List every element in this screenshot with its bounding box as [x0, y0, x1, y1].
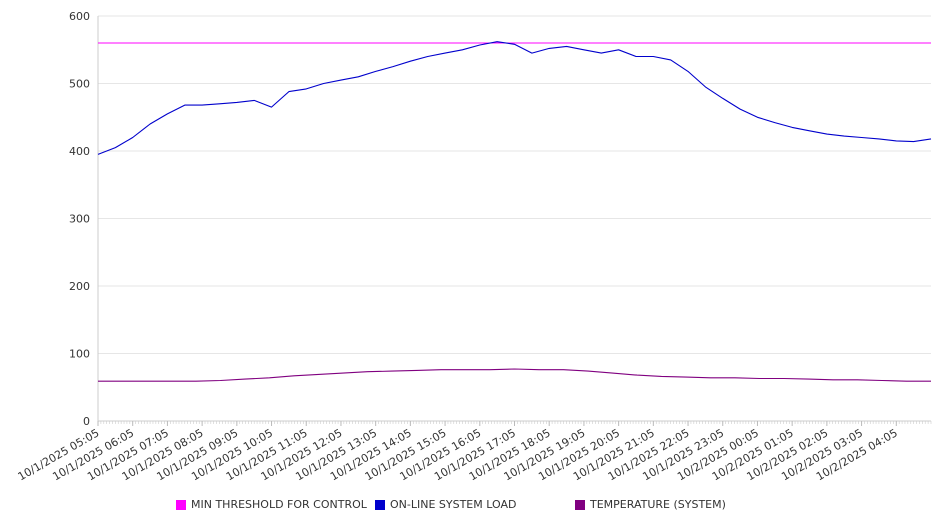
y-tick-label: 400: [69, 145, 90, 158]
legend-item-threshold: MIN THRESHOLD FOR CONTROL: [176, 498, 367, 511]
legend-label-temperature: TEMPERATURE (SYSTEM): [590, 498, 726, 511]
y-axis: 0 100 200 300 400 500 600: [69, 10, 99, 428]
gridlines: [98, 15, 931, 354]
y-tick-label: 0: [83, 415, 90, 428]
legend-label-threshold: MIN THRESHOLD FOR CONTROL: [191, 498, 367, 511]
y-tick-label: 200: [69, 280, 90, 293]
y-tick-label: 600: [69, 10, 90, 23]
series-line-temperature: [98, 368, 931, 382]
legend-item-load: ON-LINE SYSTEM LOAD: [375, 498, 516, 511]
series-group: [97, 41, 932, 382]
legend-swatch-temperature: [575, 499, 585, 510]
series-line-load: [97, 41, 932, 155]
legend-swatch-load: [375, 499, 385, 510]
y-tick-label: 300: [69, 213, 90, 226]
legend-swatch-threshold: [176, 499, 186, 510]
y-tick-label: 100: [69, 348, 90, 361]
legend-label-load: ON-LINE SYSTEM LOAD: [390, 498, 517, 511]
legend-item-temperature: TEMPERATURE (SYSTEM): [575, 498, 726, 511]
legend: MIN THRESHOLD FOR CONTROL ON-LINE SYSTEM…: [0, 498, 946, 514]
y-tick-label: 500: [69, 78, 90, 91]
